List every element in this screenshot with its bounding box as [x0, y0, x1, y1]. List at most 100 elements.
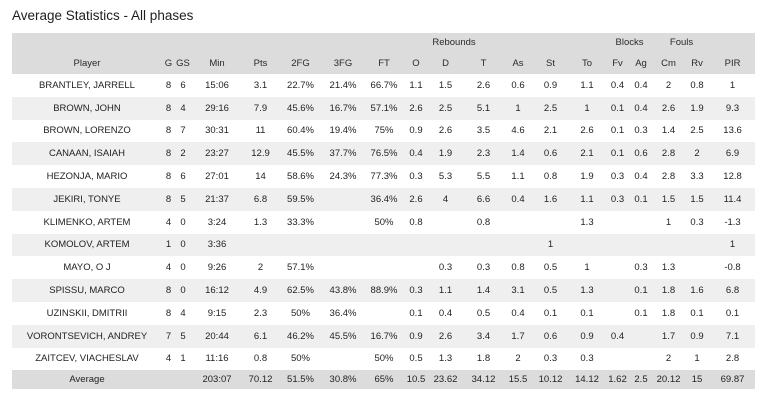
- stat-cell-to: 2.6: [568, 119, 606, 143]
- stat-cell-2fg: 45.6%: [278, 96, 323, 120]
- stats-table: Rebounds Blocks Fouls Player G GS Min Pts 2FG…: [12, 33, 756, 390]
- stat-cell-o: 0.3: [405, 279, 427, 302]
- stat-cell-min: 3:24: [191, 210, 243, 234]
- stat-cell-d: 2.6: [427, 119, 464, 143]
- stat-cell-pts: 11: [243, 119, 278, 143]
- stat-cell-fv: 0.1: [606, 96, 629, 120]
- stat-cell-st: 0.5: [533, 256, 568, 280]
- stat-cell-3fg: 37.7%: [323, 142, 363, 166]
- stat-cell-cm: 1.7: [653, 324, 685, 348]
- stat-cell-pts: [243, 233, 278, 257]
- stat-cell-pir: -1.3: [710, 210, 756, 234]
- column-header-o: O: [405, 52, 427, 74]
- stat-cell-ft: 36.4%: [363, 187, 405, 211]
- stat-cell-fv: [606, 301, 629, 325]
- stat-cell-o: 2.6: [405, 96, 427, 120]
- stat-cell-ag: 0.4: [629, 96, 654, 120]
- stat-cell-t: [464, 233, 503, 257]
- stat-cell-g: 8: [162, 142, 175, 166]
- player-name-cell: KLIMENKO, ARTEM: [12, 210, 162, 234]
- stat-cell-g: 8: [162, 96, 175, 120]
- stat-cell-gs: 4: [175, 96, 191, 120]
- stat-cell-min: 27:01: [191, 165, 243, 188]
- table-row: KOMOLOV, ARTEM 1 0 3:36 1 1: [12, 233, 756, 257]
- stat-cell-fv: 0.3: [606, 187, 629, 211]
- stat-cell-cm: 2: [653, 347, 685, 371]
- table-row: MAYO, O J 4 0 9:26 2 57.1% 0.3 0.3 0.8 0.5 1 0.3 1.3…: [12, 256, 756, 280]
- stat-cell-g: 1: [162, 233, 175, 257]
- stat-cell-g: 4: [162, 347, 175, 371]
- stat-cell-pir: 13.6: [710, 119, 756, 143]
- stat-cell-pir: 0.1: [710, 301, 756, 325]
- stat-cell-cm: 2: [653, 74, 685, 97]
- stat-cell-cm: 1: [653, 210, 685, 234]
- stat-cell-3fg: 45.5%: [323, 324, 363, 348]
- stat-cell-cm: 2.8: [653, 142, 685, 166]
- column-header-t: T: [464, 52, 503, 74]
- stat-cell-rv: 2.5: [684, 119, 711, 143]
- stat-cell-ag: 0.3: [629, 256, 654, 280]
- stat-cell-o: 0.9: [405, 324, 427, 348]
- stat-cell-min: 3:36: [191, 233, 243, 257]
- stat-cell-2fg: 22.7%: [278, 74, 323, 97]
- stat-cell-2fg: 50%: [278, 347, 323, 371]
- stat-cell-as: 1.4: [503, 142, 533, 166]
- player-name-cell: BROWN, LORENZO: [12, 119, 162, 143]
- stat-cell-3fg: 21.4%: [323, 74, 363, 97]
- stat-cell-min: 9:26: [191, 256, 243, 280]
- stat-cell-d: 1.3: [427, 347, 464, 371]
- stat-cell-o: 0.1: [405, 301, 427, 325]
- stat-cell-d: 1.1: [427, 279, 464, 302]
- stat-cell-g: 8: [162, 74, 175, 97]
- stat-cell-fv: [606, 233, 629, 257]
- stat-cell-cm: 1.3: [653, 256, 685, 280]
- stat-cell-t: 5.1: [464, 96, 503, 120]
- stat-cell-2fg: 50%: [278, 301, 323, 325]
- stat-cell-pir: 11.4: [710, 187, 756, 211]
- stat-cell-cm: [653, 233, 685, 257]
- column-header-player: Player: [12, 52, 162, 74]
- stat-cell-rv: 0.3: [684, 210, 711, 234]
- stat-cell-t: 1.4: [464, 279, 503, 302]
- stat-cell-g: 8: [162, 279, 175, 302]
- stat-cell-st: [533, 210, 568, 234]
- stat-cell-g: 8: [162, 187, 175, 211]
- player-name-cell: MAYO, O J: [12, 256, 162, 280]
- stat-cell-ft: 66.7%: [363, 74, 405, 97]
- stat-cell-ag: 0.4: [629, 74, 654, 97]
- stat-cell-fv: 0.4: [606, 74, 629, 97]
- player-name-cell: JEKIRI, TONYE: [12, 187, 162, 211]
- group-spacer: [710, 33, 756, 52]
- stat-cell-ag: [629, 210, 654, 234]
- stat-cell-pts: 2.3: [243, 301, 278, 325]
- stat-cell-gs: 1: [175, 347, 191, 371]
- stat-cell-g: 8: [162, 165, 175, 188]
- stat-cell-t: 3.4: [464, 324, 503, 348]
- stat-cell-ft: 76.5%: [363, 142, 405, 166]
- stat-cell-o: [405, 233, 427, 257]
- stat-cell-rv: 0.9: [684, 324, 711, 348]
- player-name-cell: ZAITCEV, VIACHESLAV: [12, 347, 162, 371]
- stat-cell-rv: [684, 233, 711, 257]
- stat-cell-t: 1.8: [464, 347, 503, 371]
- average-cell-rv: 15: [684, 370, 711, 390]
- stat-cell-fv: [606, 279, 629, 302]
- column-header-d: D: [427, 52, 464, 74]
- stat-cell-2fg: 33.3%: [278, 210, 323, 234]
- stat-cell-ft: [363, 233, 405, 257]
- stat-cell-3fg: [323, 256, 363, 280]
- stat-cell-to: 1.9: [568, 165, 606, 188]
- stat-cell-st: 1.6: [533, 187, 568, 211]
- stat-cell-rv: 1.6: [684, 279, 711, 302]
- stat-cell-ft: [363, 256, 405, 280]
- stat-cell-o: 2.6: [405, 187, 427, 211]
- stat-cell-pir: 1: [710, 233, 756, 257]
- stat-cell-st: 0.6: [533, 324, 568, 348]
- table-row: CANAAN, ISAIAH 8 2 23:27 12.9 45.5% 37.7% 76.5%…: [12, 142, 756, 166]
- stat-cell-3fg: 36.4%: [323, 301, 363, 325]
- table-row: ZAITCEV, VIACHESLAV 4 1 11:16 0.8 50% 50% 0.5 1.…: [12, 347, 756, 371]
- column-header-to: To: [568, 52, 606, 74]
- average-row: Average 203:07 70.12 51.5% 30.8% 65% 10.5 23.62…: [12, 370, 756, 390]
- average-cell-pts: 70.12: [243, 370, 278, 390]
- stat-cell-cm: 1.5: [653, 187, 685, 211]
